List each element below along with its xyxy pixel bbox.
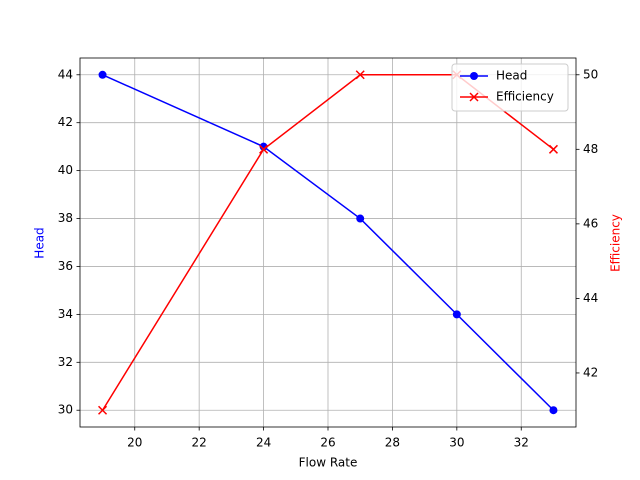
x-tick-label: 22 xyxy=(192,436,207,450)
x-axis-label: Flow Rate xyxy=(299,456,358,470)
y-tick-label: 30 xyxy=(58,403,73,417)
y-tick-label: 38 xyxy=(58,211,73,225)
y-tick-label: 34 xyxy=(58,307,73,321)
marker xyxy=(548,144,558,154)
marker xyxy=(452,310,461,319)
x-tick-label: 32 xyxy=(514,436,529,450)
marker xyxy=(549,406,558,415)
axes-frame xyxy=(79,57,577,428)
marker xyxy=(98,405,108,415)
y2-tick-label: 44 xyxy=(583,291,598,305)
legend-label: Head xyxy=(496,69,527,83)
legend-marker xyxy=(470,72,478,80)
y2-tick-label: 46 xyxy=(583,216,598,230)
y-tick-label: 40 xyxy=(58,163,73,177)
x-tick-label: 28 xyxy=(385,436,400,450)
marker xyxy=(259,144,269,154)
x-tick-label: 24 xyxy=(256,436,271,450)
marker xyxy=(98,70,107,79)
y-tick-label: 36 xyxy=(58,259,73,273)
legend-label: Efficiency xyxy=(496,90,554,104)
y2-axis-label: Efficiency xyxy=(609,214,623,272)
y2-tick-label: 42 xyxy=(583,365,598,379)
y2-tick-label: 50 xyxy=(583,67,598,81)
x-tick-label: 26 xyxy=(320,436,335,450)
y2-tick-label: 48 xyxy=(583,142,598,156)
marker xyxy=(355,70,365,80)
x-tick-label: 20 xyxy=(127,436,142,450)
y-tick-label: 44 xyxy=(58,67,73,81)
legend-marker xyxy=(469,92,479,102)
x-tick-label: 30 xyxy=(449,436,464,450)
y-tick-label: 42 xyxy=(58,115,73,129)
y-axis-label: Head xyxy=(33,227,47,258)
y-tick-label: 32 xyxy=(58,355,73,369)
marker xyxy=(356,214,365,223)
